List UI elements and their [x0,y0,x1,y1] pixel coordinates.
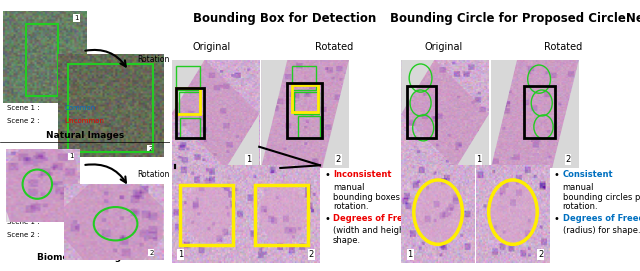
Text: (radius) for shape.: (radius) for shape. [563,226,640,235]
Text: bounding boxes post-: bounding boxes post- [333,193,424,202]
Polygon shape [491,60,579,168]
Bar [176,88,204,138]
Bar [180,185,234,245]
Text: Scene 1 :: Scene 1 : [7,219,40,225]
Polygon shape [64,184,163,260]
Text: 1: 1 [476,155,481,164]
Polygon shape [261,60,349,168]
Text: Bounding Circle for Proposed CircleNet: Bounding Circle for Proposed CircleNet [390,12,640,25]
Text: Rotated: Rotated [316,43,353,52]
Polygon shape [456,114,489,168]
Bar [176,88,200,114]
Bar [176,66,200,90]
Polygon shape [401,60,489,168]
Text: 2: 2 [538,250,543,259]
Text: manual: manual [563,183,594,192]
Text: Rotation: Rotation [138,170,170,179]
Text: rotation.: rotation. [563,202,598,211]
Text: Scene 2 :: Scene 2 : [7,118,39,124]
Text: Consistent: Consistent [563,170,613,179]
Bar [524,86,555,138]
Polygon shape [172,60,205,114]
Text: manual: manual [333,183,365,192]
Polygon shape [226,114,259,168]
Polygon shape [6,149,80,222]
Bar [292,66,316,90]
Text: 2: 2 [148,146,153,152]
Polygon shape [401,60,435,114]
Bar [287,83,323,138]
Polygon shape [172,60,259,168]
Text: 1: 1 [246,155,252,164]
Text: shape.: shape. [333,235,361,244]
Bar [298,116,320,138]
Text: Rotation: Rotation [138,55,170,64]
Text: Scene 1 :: Scene 1 : [7,105,40,111]
Text: Original: Original [193,43,231,52]
Bar [294,92,319,114]
Text: Rotated: Rotated [544,43,582,52]
Text: Uncommon: Uncommon [65,118,104,124]
Circle shape [260,181,307,243]
Text: 2: 2 [565,155,571,164]
Text: bounding circles post-: bounding circles post- [563,193,640,202]
Text: rotation.: rotation. [333,202,369,211]
Text: •: • [554,214,559,224]
Bar [180,118,200,138]
Text: •: • [554,170,559,180]
Polygon shape [6,211,10,222]
Text: 1: 1 [69,153,74,159]
Text: Biomedical Images: Biomedical Images [37,253,132,262]
Text: (width and height) for: (width and height) for [333,226,425,235]
Text: •: • [324,214,331,224]
Text: Original: Original [424,43,462,52]
Bar [292,85,318,112]
Bar [408,86,436,138]
Bar [26,24,58,96]
Text: 2: 2 [149,250,154,256]
Polygon shape [491,60,517,168]
Circle shape [185,181,232,243]
Bar [179,92,200,114]
Circle shape [490,181,536,243]
Text: Natural Images: Natural Images [45,131,124,140]
Text: Bounding Box for Detection: Bounding Box for Detection [193,12,376,25]
Text: 1: 1 [74,15,79,21]
Text: Common: Common [65,232,96,238]
Text: Inconsistent: Inconsistent [333,170,392,179]
Polygon shape [552,60,579,168]
Text: 1: 1 [178,250,183,259]
Bar [68,64,152,152]
Bar [255,185,308,245]
Polygon shape [261,60,287,168]
Text: Degrees of Freedom = 1: Degrees of Freedom = 1 [563,214,640,223]
Text: Degrees of Freedom = 2: Degrees of Freedom = 2 [333,214,447,223]
Polygon shape [323,60,349,168]
Text: 2: 2 [335,155,341,164]
Circle shape [415,181,461,243]
Text: Common: Common [65,105,96,111]
Text: 2: 2 [308,250,314,259]
Text: Common: Common [65,219,96,225]
Text: Scene 2 :: Scene 2 : [7,232,39,238]
Text: •: • [324,170,331,180]
Text: 1: 1 [408,250,413,259]
